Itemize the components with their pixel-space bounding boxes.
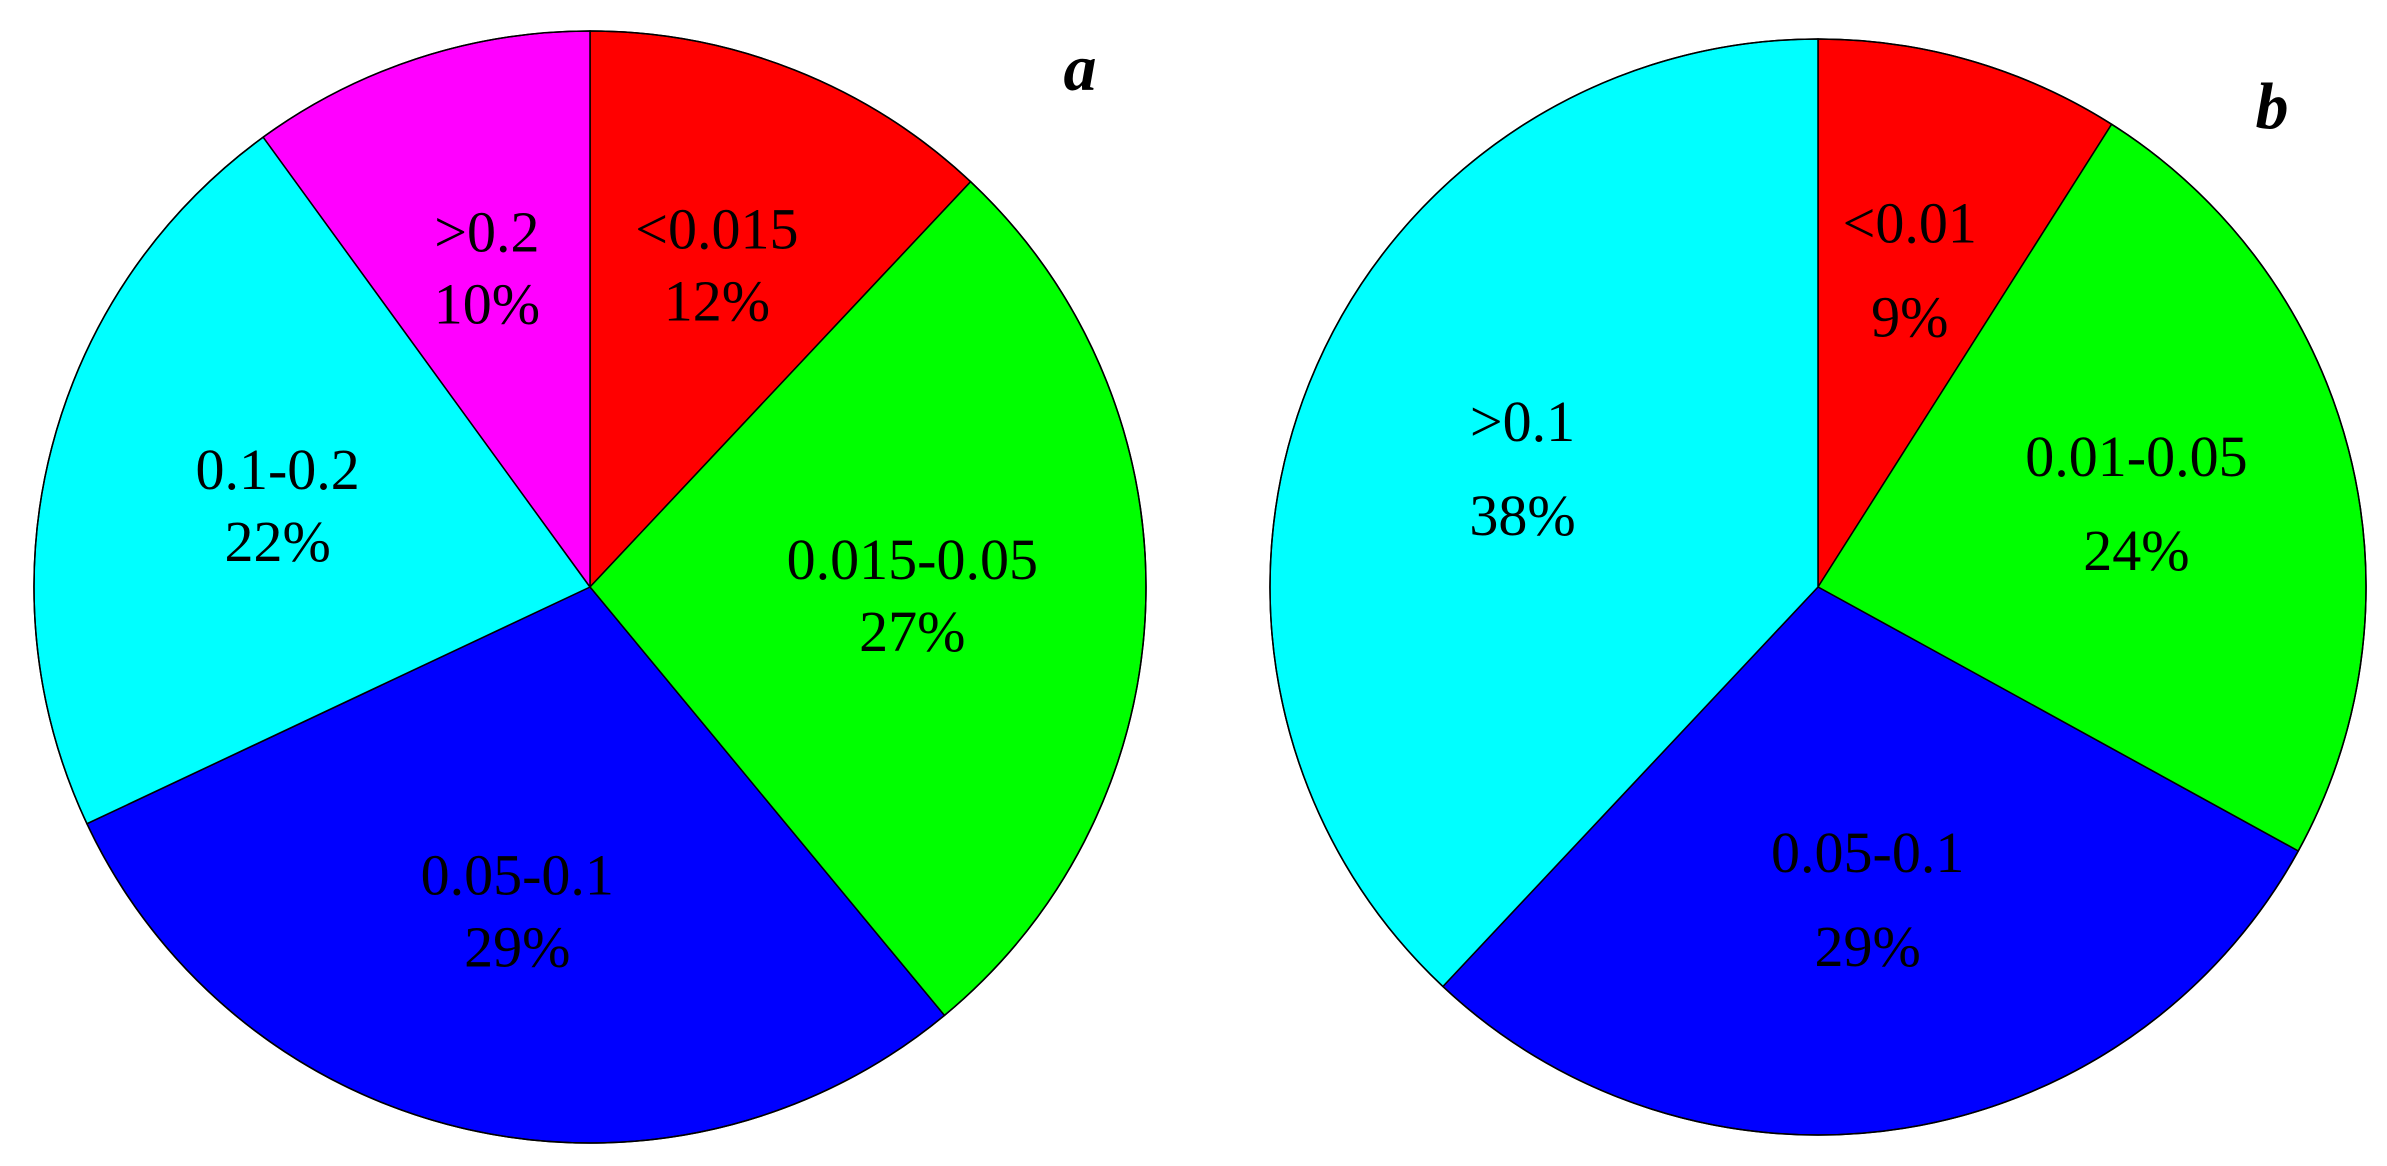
- slice-percent-label: 12%: [664, 268, 770, 333]
- slice-percent-label: 38%: [1469, 483, 1575, 548]
- slice-percent-label: 22%: [224, 509, 330, 574]
- slice-category-label: >0.2: [434, 200, 539, 265]
- slice-category-label: >0.1: [1470, 389, 1575, 454]
- pie-chart-b: <0.01 9% 0.01-0.05 24% 0.05-0.1 29% >0.1 38% b: [1269, 38, 2367, 1136]
- slice-category-label: 0.01-0.05: [2025, 424, 2247, 489]
- pie-outline: [33, 30, 1147, 1144]
- slice-category-label: 0.1-0.2: [195, 437, 359, 502]
- slice-category-label: <0.015: [635, 196, 798, 261]
- slice-category-label: <0.01: [1843, 190, 1977, 255]
- slice-percent-label: 27%: [859, 599, 965, 664]
- pie-chart-a: <0.015 12% 0.015-0.05 27% 0.05-0.1 29% 0.1-0.2…: [33, 30, 1147, 1144]
- slice-category-label: 0.05-0.1: [1771, 820, 1964, 885]
- slice-percent-label: 24%: [2083, 518, 2189, 583]
- panel-label: b: [2256, 70, 2289, 143]
- panel-label: a: [1064, 32, 1097, 105]
- slice-category-label: 0.05-0.1: [421, 843, 614, 908]
- slice-percent-label: 29%: [464, 915, 570, 980]
- slice-percent-label: 29%: [1815, 914, 1921, 979]
- slice-category-label: 0.015-0.05: [787, 527, 1038, 592]
- slice-percent-label: 9%: [1871, 284, 1948, 349]
- pie-outline: [1269, 38, 2367, 1136]
- slice-percent-label: 10%: [434, 272, 540, 337]
